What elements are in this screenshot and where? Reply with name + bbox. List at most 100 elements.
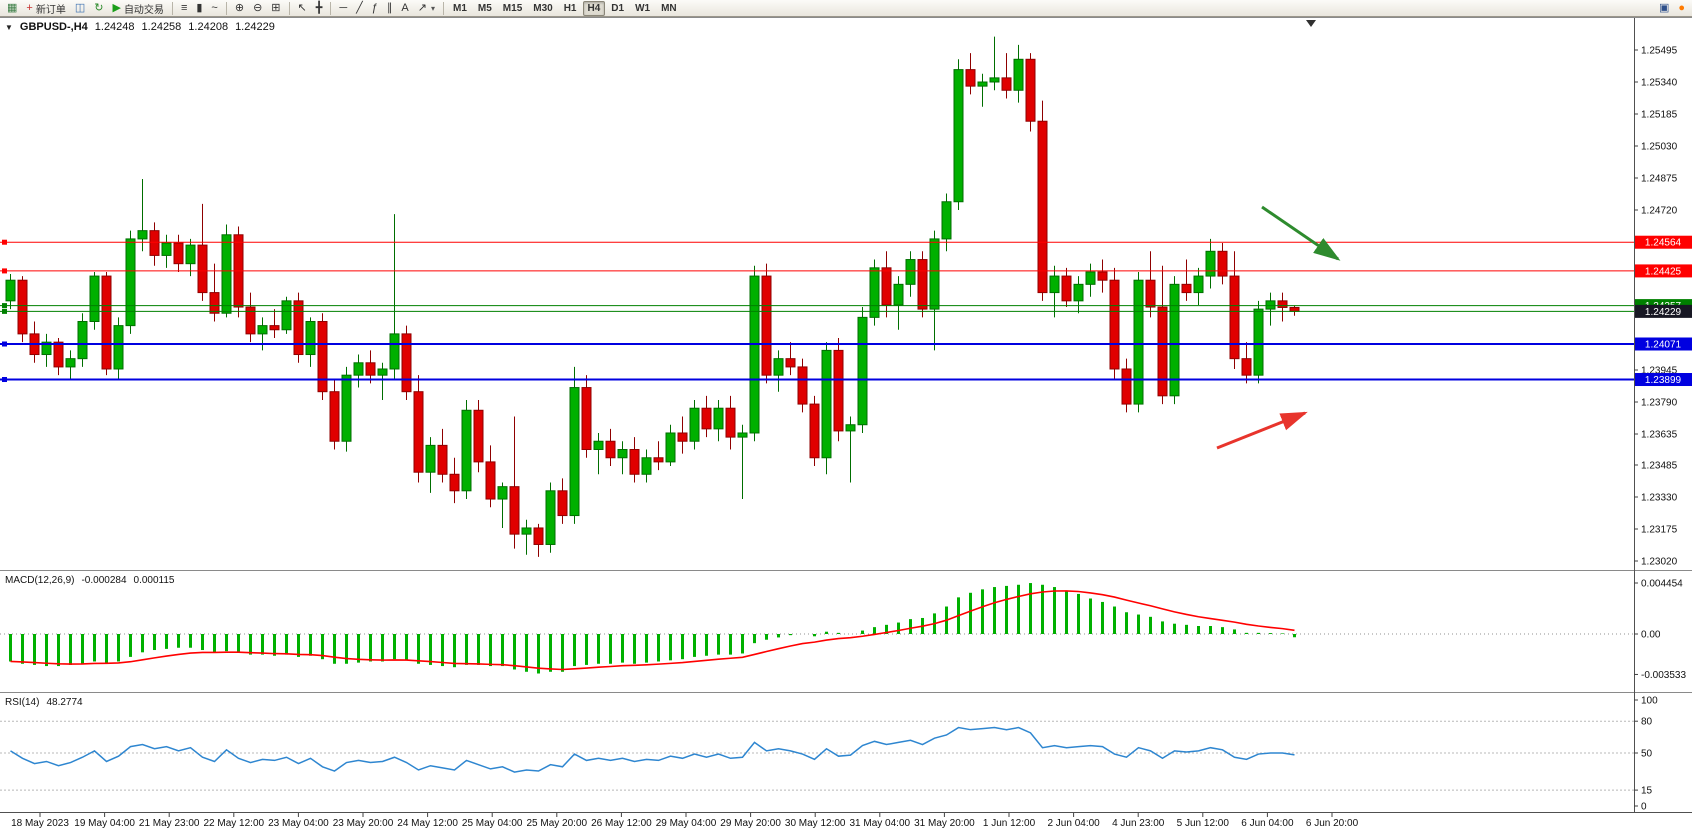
- notification-button[interactable]: ●: [1674, 1, 1689, 16]
- tf-m30-button[interactable]: M30: [528, 1, 557, 16]
- tf-m30-label: M30: [533, 2, 553, 14]
- green-down-arrow[interactable]: [1261, 205, 1341, 261]
- tf-m1-button[interactable]: M1: [448, 1, 472, 16]
- horizontal-line-tool-button[interactable]: ─: [335, 1, 351, 16]
- candle: [1097, 271, 1108, 281]
- candle: [1145, 279, 1156, 308]
- line-mode-button[interactable]: ~: [207, 1, 221, 16]
- cursor-button[interactable]: ↖: [294, 1, 311, 16]
- svg-text:30 May 12:00: 30 May 12:00: [785, 818, 846, 829]
- candle: [1205, 250, 1216, 277]
- tf-m15-button[interactable]: M15: [498, 1, 527, 16]
- candle: [701, 407, 712, 430]
- support-line-2-handle[interactable]: [2, 377, 7, 383]
- candle: [557, 490, 568, 517]
- new-order-button[interactable]: + 新订单: [22, 1, 69, 16]
- ohlc-high: 1.24258: [141, 21, 182, 33]
- candle: [449, 473, 460, 492]
- svg-text:23 May 20:00: 23 May 20:00: [333, 818, 394, 829]
- candle: [389, 333, 400, 370]
- current-price-line-handle[interactable]: [2, 308, 7, 314]
- zoom-out-button[interactable]: ⊖: [249, 1, 266, 16]
- arrows-tool-dropdown-icon[interactable]: ▾: [430, 3, 435, 13]
- collapse-icon[interactable]: ▼: [5, 22, 13, 32]
- zoom-in-button[interactable]: ⊕: [231, 1, 248, 16]
- equidistant-channel-tool-button[interactable]: ∥: [383, 1, 397, 16]
- svg-text:18 May 2023: 18 May 2023: [11, 818, 69, 829]
- svg-text:2 Jun 04:00: 2 Jun 04:00: [1047, 818, 1100, 829]
- svg-text:25 May 20:00: 25 May 20:00: [526, 818, 587, 829]
- tf-h1-button[interactable]: H1: [559, 1, 582, 16]
- candle: [293, 300, 304, 356]
- candle: [977, 81, 988, 87]
- candle: [425, 444, 436, 473]
- chart-profiles-button[interactable]: ◫: [71, 1, 89, 16]
- macd-signal-line: [10, 590, 1295, 671]
- candle: [101, 275, 112, 370]
- candle: [1253, 308, 1264, 376]
- svg-text:1.23635: 1.23635: [1641, 430, 1678, 441]
- tf-mn-button[interactable]: MN: [656, 1, 682, 16]
- candle: [509, 486, 520, 535]
- candle: [1049, 275, 1060, 294]
- arrows-tool-button[interactable]: ↗ ▾: [414, 1, 439, 16]
- toolbar-sep: [442, 1, 444, 15]
- toolbar-sep: [288, 1, 290, 15]
- support-line-1-badge: [1635, 337, 1692, 351]
- fibonacci-tool-button[interactable]: ƒ: [368, 1, 382, 16]
- refresh-icon: ↻: [94, 1, 104, 14]
- tf-m5-button[interactable]: M5: [473, 1, 497, 16]
- tf-w1-button[interactable]: W1: [630, 1, 655, 16]
- candle: [1217, 250, 1228, 277]
- svg-text:23 May 04:00: 23 May 04:00: [268, 818, 329, 829]
- new-chart-button[interactable]: ▦: [3, 1, 21, 16]
- tf-h1-label: H1: [563, 2, 577, 14]
- tf-w1-label: W1: [635, 2, 651, 14]
- price-axis[interactable]: 1.25495 1.25340 1.25185 1.25030 1.24875 1.247…: [1634, 46, 1678, 568]
- chart-shift-marker[interactable]: [1306, 20, 1316, 27]
- trendline-tool-icon: ╱: [356, 1, 363, 14]
- candle: [161, 242, 172, 256]
- resistance-line-1-handle[interactable]: [2, 239, 7, 245]
- pivot-line-handle[interactable]: [2, 303, 7, 309]
- svg-text:1.23020: 1.23020: [1641, 556, 1678, 567]
- trendline-tool-button[interactable]: ╱: [352, 1, 367, 16]
- macd-pane: 0.004454 0.00 -0.003533: [0, 579, 1686, 681]
- resistance-line-2-handle[interactable]: [2, 268, 7, 274]
- macd-main-value: -0.000284: [81, 575, 127, 586]
- crosshair-button[interactable]: ╋: [312, 1, 327, 16]
- tile-windows-button[interactable]: ⊞: [267, 1, 284, 16]
- tf-d1-button[interactable]: D1: [606, 1, 629, 16]
- terminal-icon: ▣: [1658, 1, 1670, 14]
- macd-label: MACD(12,26,9) -0.000284 0.000115: [5, 575, 174, 586]
- candle: [185, 244, 196, 265]
- svg-text:1.23945: 1.23945: [1641, 366, 1678, 377]
- tile-windows-icon: ⊞: [271, 1, 281, 14]
- candle: [1073, 283, 1084, 302]
- rsi-pane: 100 80 50 15 0: [0, 696, 1658, 813]
- candle: [725, 407, 736, 438]
- candles-mode-button[interactable]: ▮: [192, 1, 206, 16]
- svg-text:19 May 04:00: 19 May 04:00: [74, 818, 135, 829]
- tf-m1-label: M1: [452, 2, 467, 14]
- tf-h4-button[interactable]: H4: [582, 0, 606, 16]
- time-axis[interactable]: 18 May 2023 19 May 04:00 21 May 23:00 22 Ma…: [11, 813, 1359, 829]
- autotrading-button[interactable]: ▶ 自动交易: [108, 1, 167, 16]
- candle: [5, 279, 16, 302]
- svg-text:1.24425: 1.24425: [1645, 266, 1682, 277]
- refresh-button[interactable]: ↻: [90, 1, 107, 16]
- svg-text:21 May 23:00: 21 May 23:00: [139, 818, 200, 829]
- bars-mode-icon: ≡: [180, 1, 188, 14]
- equidistant-channel-tool-icon: ∥: [386, 1, 393, 14]
- toolbar-sep: [225, 1, 227, 15]
- red-up-arrow[interactable]: [1216, 411, 1308, 450]
- bars-mode-button[interactable]: ≡: [177, 1, 191, 16]
- svg-text:1.24720: 1.24720: [1641, 206, 1678, 217]
- support-line-1-handle[interactable]: [2, 341, 7, 347]
- fibonacci-tool-icon: ƒ: [371, 1, 378, 14]
- text-tool-button[interactable]: A: [397, 1, 412, 16]
- svg-text:1.23330: 1.23330: [1641, 492, 1678, 503]
- candle: [569, 387, 580, 517]
- terminal-button[interactable]: ▣: [1655, 1, 1673, 16]
